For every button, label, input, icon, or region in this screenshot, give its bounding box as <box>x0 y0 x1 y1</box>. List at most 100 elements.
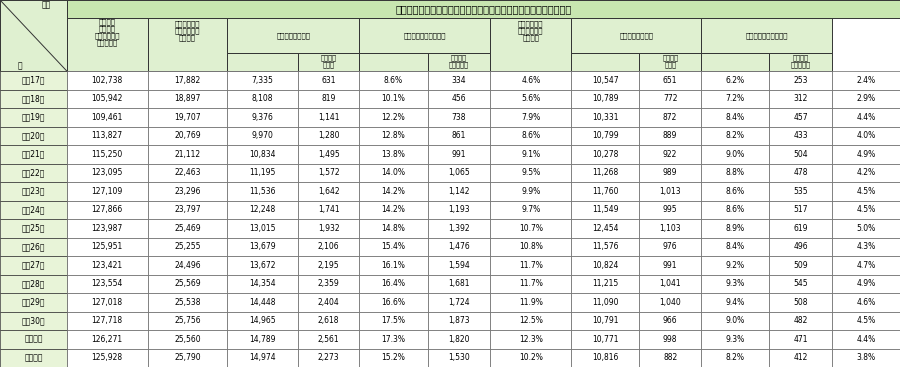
Bar <box>572 108 639 127</box>
Text: 496: 496 <box>793 242 808 251</box>
Text: 4.9%: 4.9% <box>857 150 876 159</box>
Text: 966: 966 <box>663 316 678 325</box>
Text: 433: 433 <box>793 131 808 140</box>
Bar <box>67 71 148 90</box>
Bar <box>769 127 832 145</box>
Bar <box>701 237 769 256</box>
Text: 平成27年: 平成27年 <box>22 261 45 270</box>
Text: 1,392: 1,392 <box>448 224 470 233</box>
Bar <box>0 108 67 127</box>
Bar <box>0 0 67 71</box>
Bar <box>0 164 67 182</box>
Bar <box>428 256 491 275</box>
Bar <box>428 275 491 293</box>
Text: 生存率: 生存率 <box>664 62 676 68</box>
Bar <box>0 90 67 108</box>
Bar <box>67 182 148 200</box>
Bar <box>0 219 67 237</box>
Bar <box>298 256 359 275</box>
Text: 13,672: 13,672 <box>249 261 275 270</box>
Bar <box>359 108 428 127</box>
Text: 989: 989 <box>663 168 678 177</box>
Bar <box>428 330 491 349</box>
Bar <box>359 349 428 367</box>
Text: 2,106: 2,106 <box>318 242 339 251</box>
Text: 11.9%: 11.9% <box>519 298 543 307</box>
Text: 17,882: 17,882 <box>175 76 201 85</box>
Bar <box>428 90 491 108</box>
Bar <box>148 349 227 367</box>
Text: 8.2%: 8.2% <box>725 353 744 362</box>
Bar <box>639 164 701 182</box>
Bar <box>227 349 298 367</box>
Bar <box>701 330 769 349</box>
Text: 4.3%: 4.3% <box>857 242 876 251</box>
Bar <box>359 127 428 145</box>
Text: 手当あり: 手当あり <box>179 35 196 41</box>
Text: 4.0%: 4.0% <box>857 131 876 140</box>
Text: 救急隊が: 救急隊が <box>99 19 116 25</box>
Text: 9.9%: 9.9% <box>521 187 541 196</box>
Bar <box>359 275 428 293</box>
Text: 102,738: 102,738 <box>92 76 122 85</box>
Text: 10.7%: 10.7% <box>519 224 543 233</box>
Text: 3.8%: 3.8% <box>857 353 876 362</box>
Text: 1,280: 1,280 <box>318 131 339 140</box>
Bar <box>298 200 359 219</box>
Text: 13,015: 13,015 <box>249 224 275 233</box>
Text: 13,679: 13,679 <box>249 242 276 251</box>
Bar <box>639 200 701 219</box>
Bar <box>0 293 67 312</box>
Text: 10,799: 10,799 <box>592 131 618 140</box>
Bar <box>572 18 701 53</box>
Bar <box>491 108 572 127</box>
Text: 民による応急: 民による応急 <box>518 28 544 34</box>
Bar <box>769 164 832 182</box>
Text: 14,448: 14,448 <box>249 298 275 307</box>
Bar <box>701 127 769 145</box>
Text: 535: 535 <box>793 187 808 196</box>
Text: 1,530: 1,530 <box>448 353 470 362</box>
Bar <box>639 145 701 164</box>
Bar <box>428 127 491 145</box>
Bar <box>227 256 298 275</box>
Bar <box>769 256 832 275</box>
Text: 738: 738 <box>452 113 466 122</box>
Bar <box>148 275 227 293</box>
Text: 14,354: 14,354 <box>249 279 276 288</box>
Bar <box>67 200 148 219</box>
Bar <box>832 108 900 127</box>
Bar <box>298 312 359 330</box>
Text: 2.4%: 2.4% <box>857 76 876 85</box>
Text: 253: 253 <box>793 76 807 85</box>
Text: 125,951: 125,951 <box>92 242 122 251</box>
Bar <box>359 90 428 108</box>
Text: 127,109: 127,109 <box>92 187 122 196</box>
Bar <box>298 237 359 256</box>
Bar <box>298 71 359 90</box>
Text: 9.7%: 9.7% <box>521 205 541 214</box>
Bar <box>491 182 572 200</box>
Text: 1,041: 1,041 <box>660 279 681 288</box>
Text: 123,421: 123,421 <box>92 261 122 270</box>
Bar <box>769 237 832 256</box>
Text: 4.6%: 4.6% <box>857 298 876 307</box>
Text: 12.3%: 12.3% <box>519 335 543 344</box>
Bar <box>0 200 67 219</box>
Text: 504: 504 <box>793 150 808 159</box>
Text: 9,376: 9,376 <box>252 113 274 122</box>
Text: 976: 976 <box>663 242 678 251</box>
Text: 127,718: 127,718 <box>92 316 122 325</box>
Bar <box>769 349 832 367</box>
Text: 10,547: 10,547 <box>592 76 618 85</box>
Bar <box>639 90 701 108</box>
Text: 22,463: 22,463 <box>175 168 201 177</box>
Text: 4.5%: 4.5% <box>857 205 876 214</box>
Bar <box>148 18 227 71</box>
Bar <box>832 200 900 219</box>
Text: 772: 772 <box>663 94 678 103</box>
Bar <box>227 18 359 53</box>
Text: 8.8%: 8.8% <box>725 168 744 177</box>
Text: 995: 995 <box>663 205 678 214</box>
Text: 9.4%: 9.4% <box>725 298 744 307</box>
